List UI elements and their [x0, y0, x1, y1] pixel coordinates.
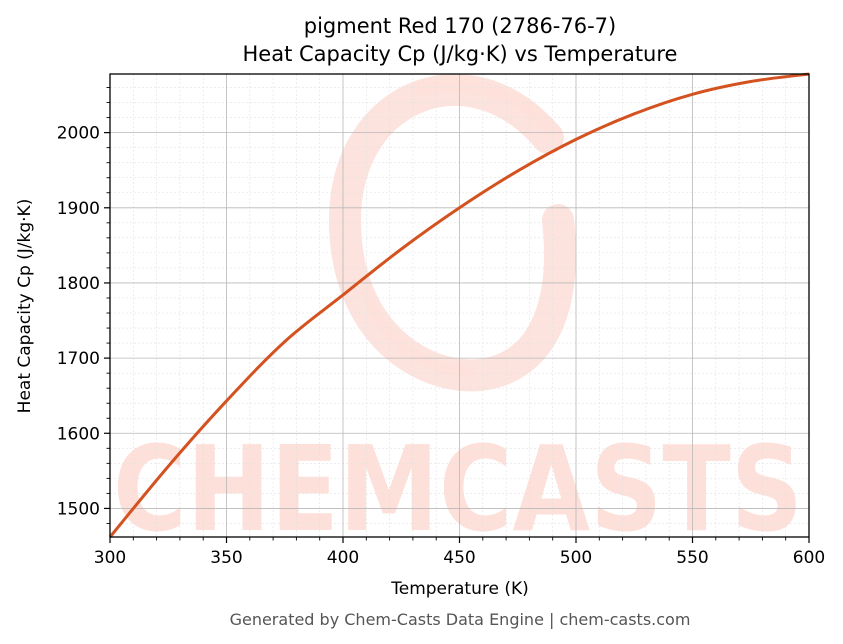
x-axis: 300 350 400 450 500 550 600	[94, 537, 825, 568]
x-tick-label: 500	[560, 548, 592, 568]
watermark: CHEMCASTS	[113, 74, 803, 558]
x-tick-label: 550	[676, 548, 708, 568]
series-layer	[108, 72, 810, 538]
y-axis: 1500 1600 1700 1800 1900 2000	[57, 87, 110, 524]
y-tick-label: 1900	[57, 199, 100, 219]
chart-subtitle: Heat Capacity Cp (J/kg·K) vs Temperature	[243, 42, 678, 66]
x-tick-label: 600	[793, 548, 825, 568]
y-tick-label: 1500	[57, 499, 100, 519]
y-tick-label: 2000	[57, 124, 100, 144]
x-tick-label: 450	[443, 548, 475, 568]
y-tick-label: 1800	[57, 274, 100, 294]
x-tick-label: 350	[210, 548, 242, 568]
watermark-text: CHEMCASTS	[113, 420, 803, 558]
x-axis-label: Temperature (K)	[390, 579, 529, 599]
chart-title: pigment Red 170 (2786-76-7)	[304, 14, 617, 38]
y-tick-label: 1700	[57, 349, 100, 369]
x-tick-label: 300	[94, 548, 126, 568]
y-axis-label: Heat Capacity Cp (J/kg·K)	[15, 199, 35, 414]
watermark-swirl-icon	[328, 74, 576, 392]
footer-credit: Generated by Chem-Casts Data Engine | ch…	[230, 610, 691, 629]
series-line	[108, 72, 810, 538]
y-tick-label: 1600	[57, 424, 100, 444]
x-tick-label: 400	[327, 548, 359, 568]
